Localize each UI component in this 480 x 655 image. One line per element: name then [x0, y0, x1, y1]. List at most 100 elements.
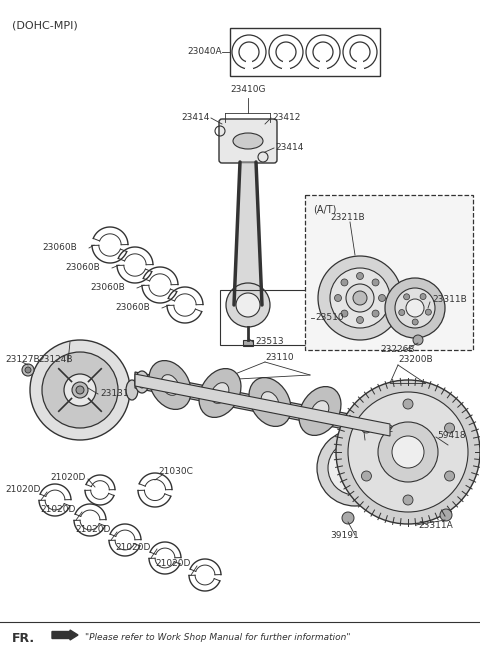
Text: 21020D: 21020D	[75, 525, 110, 534]
Text: 21020D: 21020D	[155, 559, 191, 569]
Circle shape	[328, 441, 382, 495]
Text: 21020D: 21020D	[5, 485, 40, 495]
Text: 23060B: 23060B	[42, 244, 77, 252]
Circle shape	[30, 340, 130, 440]
Circle shape	[385, 278, 445, 338]
Text: (DOHC-MPI): (DOHC-MPI)	[12, 20, 78, 30]
Text: 23513: 23513	[255, 337, 284, 346]
Text: 21020D: 21020D	[50, 472, 85, 481]
Circle shape	[412, 319, 418, 325]
Circle shape	[317, 430, 393, 506]
Circle shape	[343, 456, 367, 480]
Circle shape	[64, 374, 96, 406]
Circle shape	[336, 380, 480, 524]
Text: 23127B: 23127B	[5, 356, 40, 364]
Polygon shape	[135, 372, 390, 438]
Ellipse shape	[249, 377, 291, 426]
Circle shape	[404, 417, 414, 427]
Text: 23131: 23131	[100, 390, 129, 398]
Circle shape	[420, 293, 426, 299]
Circle shape	[404, 294, 409, 300]
Circle shape	[413, 335, 423, 345]
Text: 23110: 23110	[265, 354, 294, 362]
Circle shape	[236, 293, 260, 317]
Circle shape	[366, 483, 376, 493]
Text: 23211B: 23211B	[330, 214, 365, 223]
Text: 23414: 23414	[275, 143, 303, 153]
Circle shape	[347, 450, 357, 460]
Text: 23060B: 23060B	[65, 263, 100, 272]
Ellipse shape	[261, 392, 279, 413]
Bar	[305, 195, 473, 350]
Circle shape	[357, 316, 363, 324]
Circle shape	[361, 423, 372, 433]
Circle shape	[340, 405, 440, 505]
Polygon shape	[135, 374, 390, 436]
Text: 23226B: 23226B	[380, 345, 415, 354]
Circle shape	[444, 423, 455, 433]
Text: 21020D: 21020D	[115, 542, 150, 552]
Ellipse shape	[139, 376, 145, 388]
Text: 23311A: 23311A	[418, 521, 453, 529]
Circle shape	[372, 279, 379, 286]
Circle shape	[423, 450, 433, 460]
Text: FR.: FR.	[12, 631, 35, 645]
Ellipse shape	[161, 375, 179, 396]
Circle shape	[372, 310, 379, 317]
Circle shape	[366, 417, 376, 427]
Ellipse shape	[311, 401, 329, 421]
Circle shape	[42, 352, 118, 428]
Circle shape	[25, 367, 31, 373]
Circle shape	[341, 310, 348, 317]
Text: 23212: 23212	[365, 426, 394, 434]
Circle shape	[335, 295, 341, 301]
Text: (A/T): (A/T)	[313, 204, 336, 214]
FancyBboxPatch shape	[219, 119, 277, 163]
Text: 23410G: 23410G	[230, 86, 266, 94]
Circle shape	[392, 436, 424, 468]
Ellipse shape	[149, 360, 191, 409]
Circle shape	[440, 509, 452, 521]
Circle shape	[395, 288, 435, 328]
Text: 23412: 23412	[272, 113, 300, 122]
Text: 21030C: 21030C	[158, 468, 193, 476]
Text: 59418: 59418	[437, 430, 466, 440]
Text: 21020D: 21020D	[40, 506, 75, 514]
Ellipse shape	[199, 369, 241, 417]
Circle shape	[403, 399, 413, 409]
Circle shape	[348, 392, 468, 512]
Circle shape	[406, 299, 424, 317]
Circle shape	[22, 364, 34, 376]
Polygon shape	[234, 162, 262, 305]
Circle shape	[346, 284, 374, 312]
Ellipse shape	[211, 383, 229, 403]
FancyArrow shape	[52, 630, 78, 640]
Circle shape	[425, 309, 432, 315]
Text: 23060B: 23060B	[90, 284, 125, 293]
Text: 23040A: 23040A	[187, 48, 222, 56]
Circle shape	[76, 386, 84, 394]
Circle shape	[404, 483, 414, 493]
Circle shape	[330, 268, 390, 328]
Text: 23060B: 23060B	[115, 303, 150, 312]
Circle shape	[72, 382, 88, 398]
Circle shape	[361, 471, 372, 481]
Circle shape	[353, 291, 367, 305]
Circle shape	[379, 295, 385, 301]
Ellipse shape	[233, 133, 263, 149]
Bar	[220, 290, 310, 345]
Text: 23414: 23414	[181, 113, 210, 122]
Circle shape	[403, 495, 413, 505]
Circle shape	[444, 471, 455, 481]
Circle shape	[341, 279, 348, 286]
Circle shape	[378, 422, 438, 482]
Circle shape	[226, 283, 270, 327]
Circle shape	[342, 512, 354, 524]
Circle shape	[318, 256, 402, 340]
Text: 23311B: 23311B	[432, 295, 467, 305]
Circle shape	[399, 310, 405, 316]
Bar	[243, 340, 253, 346]
Text: 23124B: 23124B	[38, 356, 72, 364]
Text: 23510: 23510	[315, 314, 344, 322]
Bar	[230, 28, 380, 76]
